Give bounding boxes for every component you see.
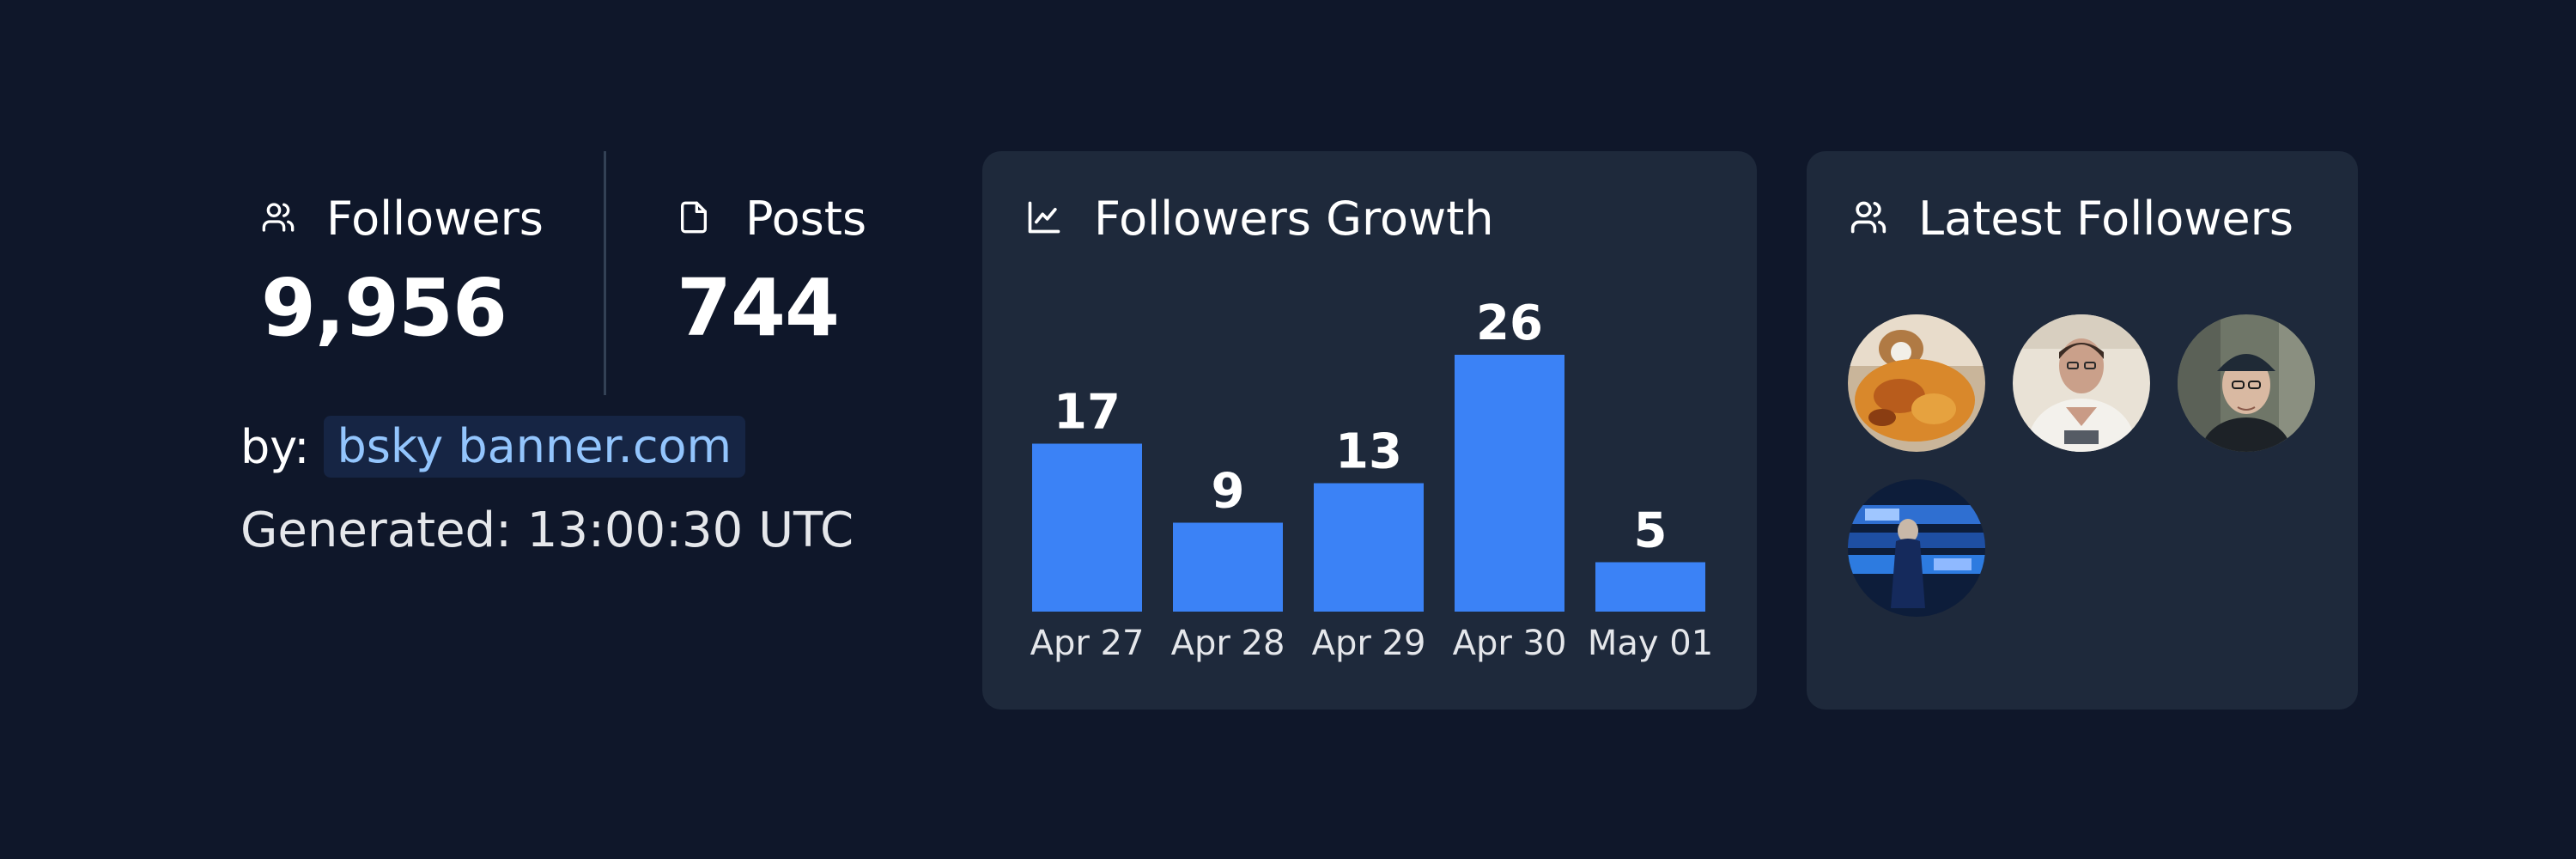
followers-growth-title: Followers Growth (1094, 192, 1494, 246)
followers-label: Followers (326, 192, 544, 246)
follower-avatar-2[interactable] (2013, 314, 2150, 452)
bar-value-label: 9 (1212, 464, 1245, 520)
generated-timestamp: Generated: 13:00:30 UTC (240, 503, 854, 558)
bar-apr-29 (1314, 483, 1424, 612)
x-tick-label: Apr 30 (1453, 624, 1567, 663)
attribution-label: by: (240, 419, 310, 474)
posts-count: 744 (677, 262, 840, 354)
attribution-link[interactable]: bsky banner.com (323, 416, 746, 478)
users-icon (1850, 198, 1887, 240)
followers-growth-chart: 17 Apr 27 9 Apr 28 13 Apr 29 26 Apr 30 5 May 01 (1030, 295, 1714, 663)
followers-stat-header: Followers (261, 189, 544, 249)
x-tick-label: Apr 27 (1030, 624, 1145, 663)
latest-followers-title: Latest Followers (1918, 192, 2293, 246)
follower-avatar-1[interactable] (1848, 314, 1985, 452)
stat-divider (604, 151, 606, 395)
x-tick-label: May 01 (1588, 624, 1713, 663)
posts-label: Posts (745, 192, 867, 246)
followers-growth-card: Followers Growth 17 Apr 27 9 Apr 28 13 Apr 29… (982, 151, 1757, 710)
latest-followers-header: Latest Followers (1850, 189, 2293, 249)
posts-stat: Posts 744 (677, 189, 866, 356)
posts-stat-header: Posts (677, 189, 866, 249)
x-tick-label: Apr 28 (1171, 624, 1285, 663)
line-chart-icon (1025, 198, 1063, 240)
follower-avatar-3[interactable] (2178, 314, 2315, 452)
bar-value-label: 26 (1476, 295, 1543, 351)
users-icon (261, 200, 295, 238)
bar-value-label: 13 (1335, 424, 1402, 480)
x-tick-label: Apr 29 (1312, 624, 1426, 663)
bar-may-01 (1595, 562, 1705, 612)
latest-followers-card: Latest Followers (1807, 151, 2358, 710)
bar-apr-30 (1455, 355, 1564, 612)
bar-apr-27 (1032, 443, 1142, 612)
follower-avatar-4[interactable] (1848, 479, 1985, 617)
bar-value-label: 5 (1634, 503, 1668, 559)
bar-value-label: 17 (1054, 385, 1121, 441)
followers-stat: Followers 9,956 (261, 189, 544, 356)
followers-growth-header: Followers Growth (1025, 189, 1494, 249)
file-icon (677, 200, 711, 238)
attribution: by: bsky banner.com (240, 416, 746, 478)
bar-apr-28 (1173, 522, 1283, 612)
followers-count: 9,956 (261, 262, 507, 354)
